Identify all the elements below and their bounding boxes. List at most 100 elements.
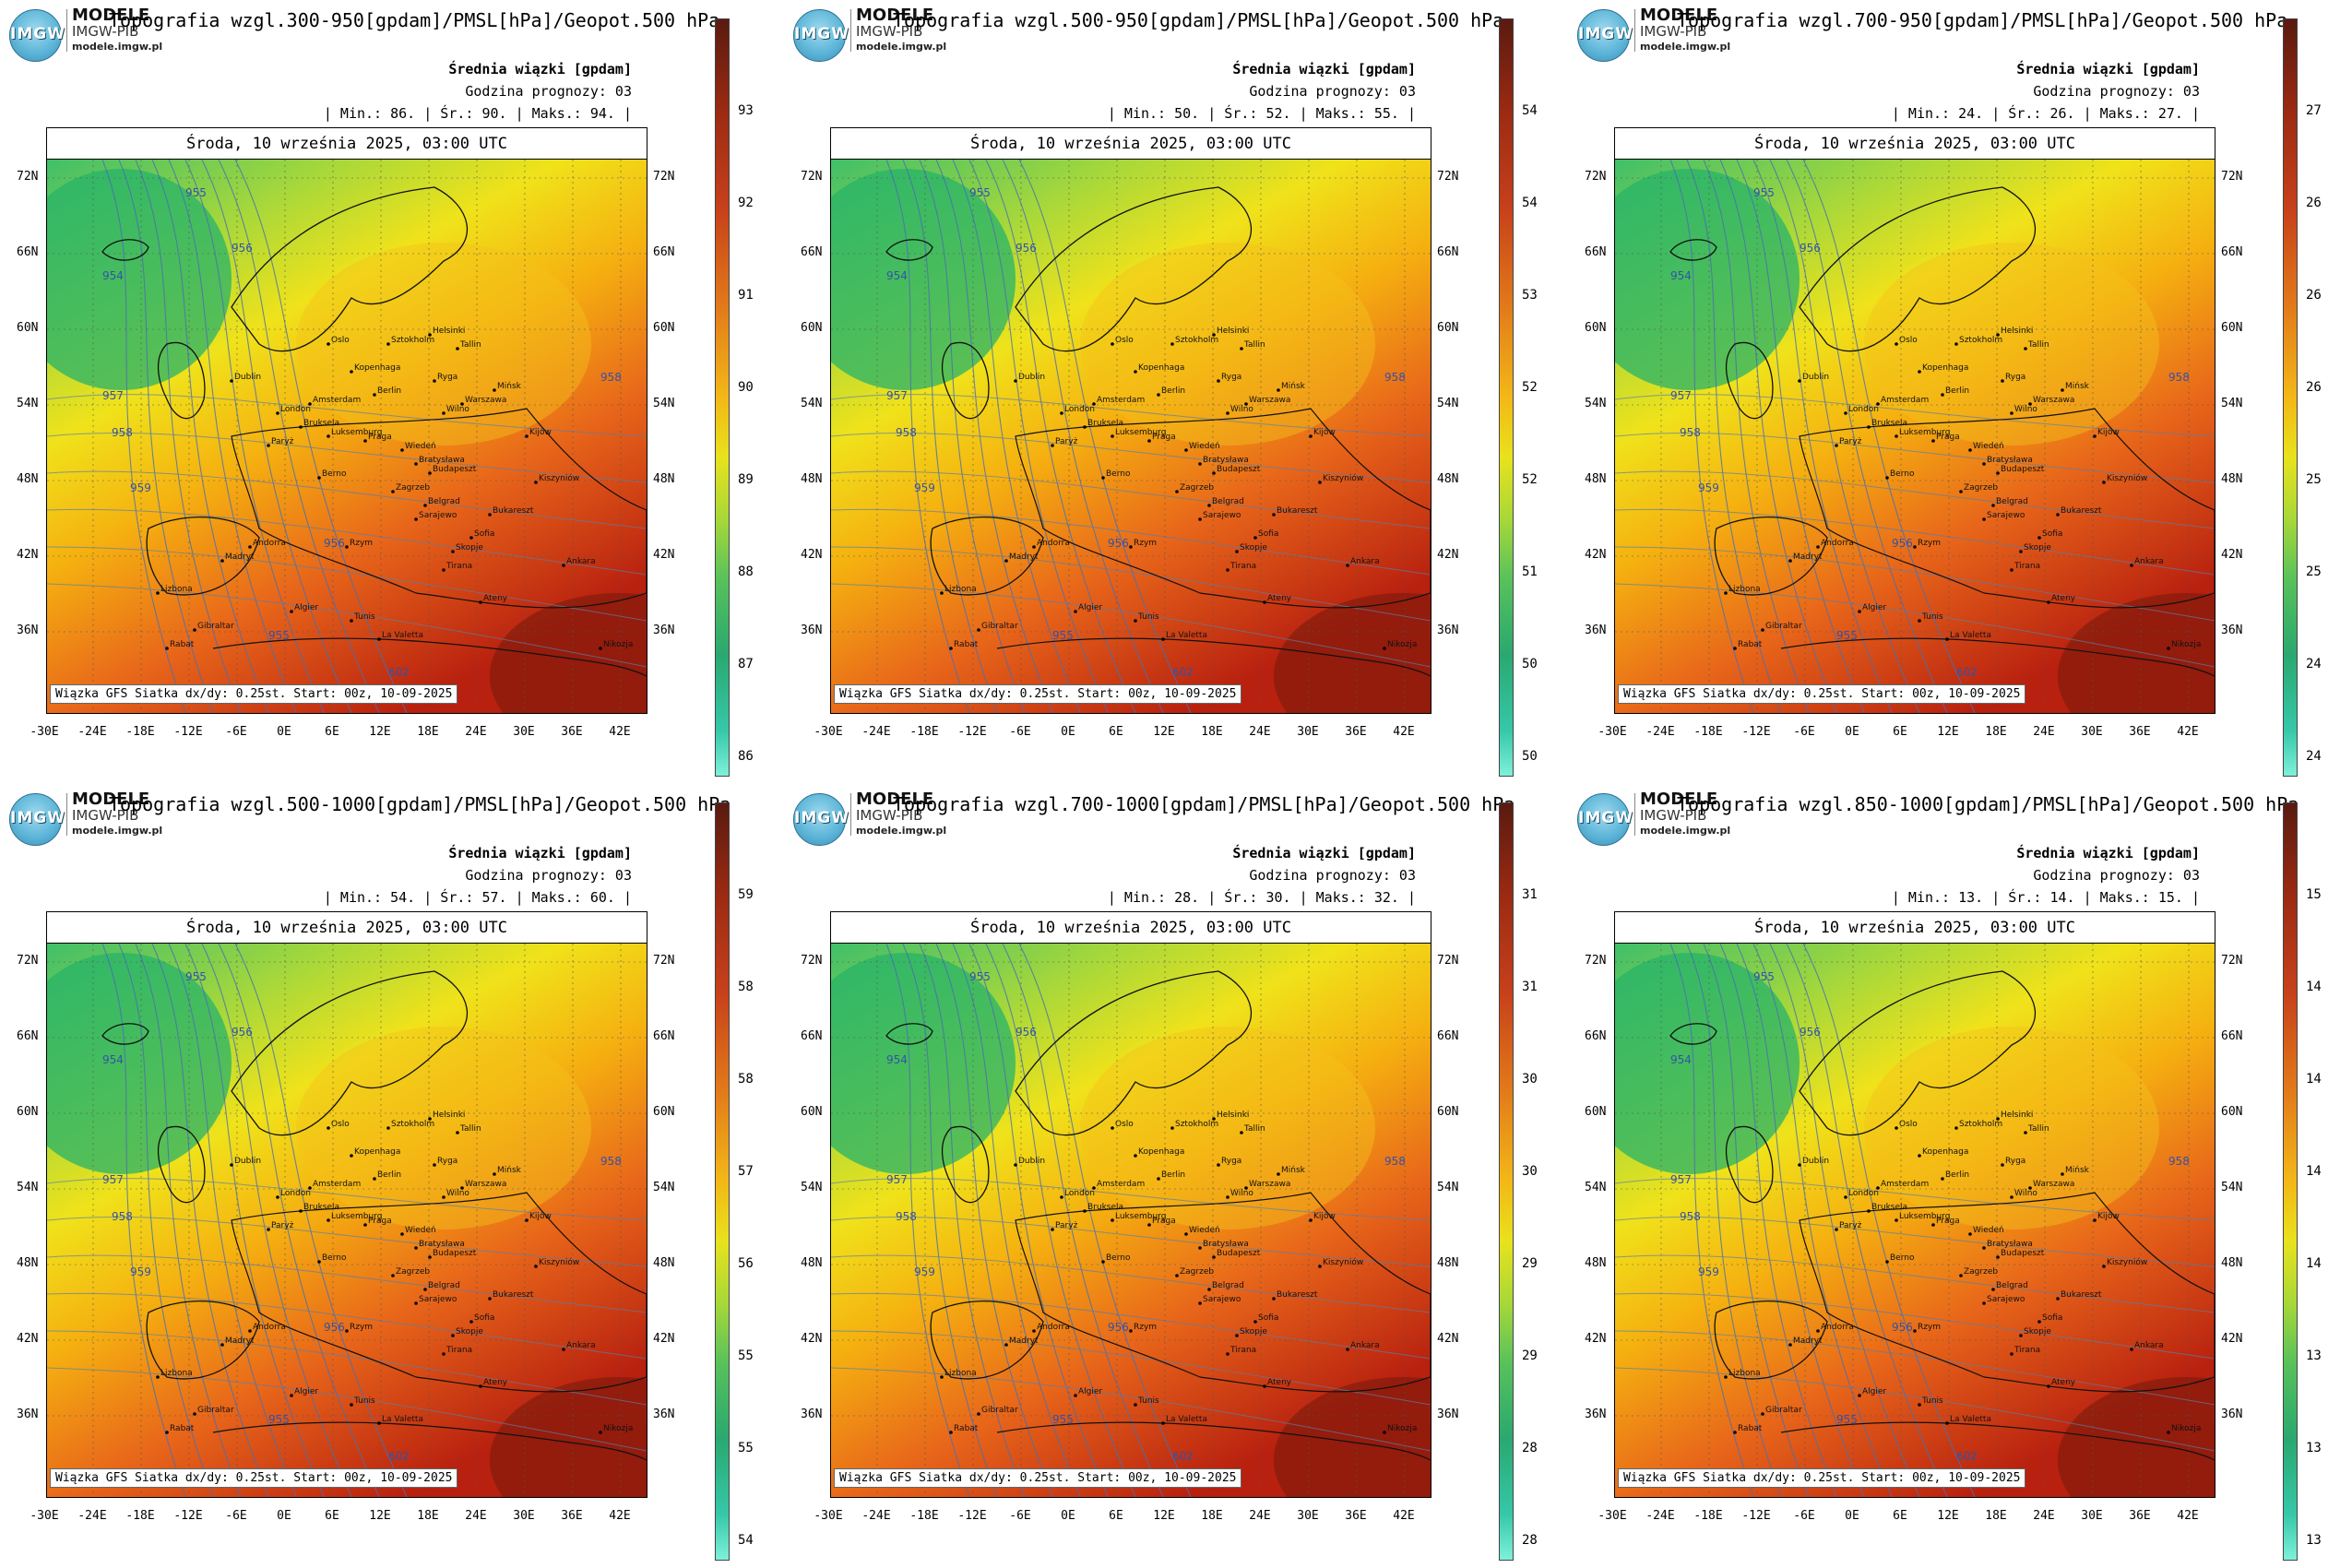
colorbar-tick: 30 — [1522, 1072, 1538, 1087]
isobar-contour — [1686, 944, 1782, 1497]
contour-label: 959 — [1698, 481, 1719, 494]
city-label: Rabat — [170, 1424, 195, 1433]
city-label: Tallin — [459, 1124, 481, 1134]
scandinavia-coast — [1799, 970, 2037, 1136]
city-label: Zagrzeb — [396, 1267, 430, 1277]
scandinavia-coast — [1015, 970, 1253, 1136]
city-marker — [1032, 545, 1036, 549]
iceland-coast — [101, 1023, 149, 1045]
city-marker — [1014, 1163, 1017, 1167]
logo-text: IMGW — [10, 809, 65, 827]
colorbar-tick: 90 — [738, 380, 754, 395]
brand-name: MODELE — [72, 6, 150, 25]
city-marker — [1092, 1186, 1096, 1190]
city-marker — [248, 1329, 252, 1333]
city-marker — [276, 1195, 279, 1199]
mid-value-region — [1080, 243, 1375, 445]
lon-label: -18E — [909, 725, 939, 739]
city-label: Tunis — [1137, 1396, 1159, 1406]
geopotential-contour — [831, 1367, 1431, 1452]
lat-label-right: 60N — [2221, 1105, 2243, 1119]
stats-summary: | Min.: 13. | Śr.: 14. | Maks.: 15. | — [1891, 889, 2200, 906]
city-marker — [534, 1265, 538, 1268]
isobar-contour — [201, 944, 352, 1497]
lat-label-left: 54N — [17, 397, 39, 410]
city-marker — [1217, 1163, 1220, 1167]
city-label: Paryż — [1839, 437, 1862, 446]
geopotential-contour — [831, 470, 1431, 529]
city-marker — [1101, 476, 1105, 480]
lat-label-left: 66N — [1585, 1029, 1607, 1043]
lat-label-right: 60N — [1437, 321, 1459, 335]
contour-label: 955 — [1753, 970, 1775, 983]
city-marker — [493, 1172, 496, 1176]
lat-label-right: 60N — [1437, 1105, 1459, 1119]
city-label: Algier — [294, 603, 318, 612]
logo-divider — [1634, 9, 1635, 52]
contour-label: 956 — [324, 1321, 345, 1334]
lon-label: 24E — [2033, 725, 2055, 739]
low-value-region — [1615, 169, 1800, 390]
contour-label: 956 — [1016, 1026, 1037, 1039]
lon-label: 36E — [2129, 1509, 2151, 1523]
forecast-hour: Godzina prognozy: 03 — [2033, 867, 2200, 884]
city-marker — [1941, 1177, 1944, 1181]
brand-url[interactable]: modele.imgw.pl — [856, 825, 947, 837]
city-label: Amsterdam — [1881, 396, 1929, 405]
city-marker — [1253, 536, 1257, 540]
city-marker — [1226, 1352, 1229, 1356]
brand-url[interactable]: modele.imgw.pl — [856, 41, 947, 53]
city-label: Gibraltar — [1765, 1406, 1802, 1415]
colorbar-tick: 26 — [2306, 288, 2322, 303]
brand-name: MODELE — [856, 6, 934, 25]
city-label: Helsinki — [1217, 327, 1249, 336]
brand-url[interactable]: modele.imgw.pl — [1640, 41, 1731, 53]
map-area: 955 954 956 957 958 959 958 602 956 955 Oslo Helsin… — [830, 159, 1431, 714]
forecast-hour: Godzina prognozy: 03 — [465, 867, 632, 884]
city-marker — [193, 628, 196, 632]
city-marker — [377, 1421, 381, 1425]
city-label: Praga — [368, 1217, 392, 1226]
isobar-contour — [919, 160, 1026, 713]
city-label: Wiedeń — [405, 1226, 436, 1235]
city-marker — [1111, 342, 1114, 346]
continental-coast — [231, 1192, 647, 1393]
city-label: Belgrad — [428, 497, 460, 506]
north-africa-coast — [212, 1421, 647, 1461]
lat-label-right: 72N — [1437, 954, 1459, 968]
isobar-contour — [135, 160, 242, 713]
city-label: Ryga — [2005, 1157, 2025, 1166]
brand-url[interactable]: modele.imgw.pl — [72, 41, 163, 53]
lon-label: 12E — [1937, 725, 1959, 739]
brand-url[interactable]: modele.imgw.pl — [1640, 825, 1731, 837]
british-isles-coast — [941, 341, 990, 420]
city-marker — [1240, 1131, 1243, 1134]
forecast-panel: IMGW MODELE IMGW-PIB modele.imgw.pl Topograf… — [1568, 0, 2352, 784]
city-label: Bruksela — [303, 419, 339, 428]
map-area: 955 954 956 957 958 959 958 602 956 955 Oslo Helsin… — [1614, 159, 2215, 714]
city-label: Tunis — [353, 612, 375, 622]
city-marker — [1996, 333, 2000, 337]
lon-label: 12E — [1937, 1509, 1959, 1523]
isobar-contour — [1736, 944, 1865, 1497]
lon-label: 18E — [417, 1509, 439, 1523]
lon-label: -30E — [30, 725, 59, 739]
city-marker — [1198, 462, 1202, 466]
city-label: Kiszyniów — [2107, 473, 2147, 483]
colorbar — [1499, 18, 1514, 777]
brand-url[interactable]: modele.imgw.pl — [72, 825, 163, 837]
mean-label: Średnia wiązki [gpdam] — [2016, 61, 2200, 77]
city-label: Kijów — [529, 427, 552, 437]
city-label: Berlin — [1945, 1170, 1969, 1180]
city-marker — [414, 1246, 418, 1250]
map-footer-info: Wiązka GFS Siatka dx/dy: 0.25st. Start: … — [1618, 684, 2026, 704]
colorbar-tick: 24 — [2306, 749, 2322, 764]
colorbar-tick: 54 — [738, 1533, 754, 1548]
city-label: Kiszyniów — [1323, 1257, 1363, 1267]
city-marker — [1959, 1274, 1963, 1277]
colorbar-tick: 29 — [1522, 1348, 1538, 1363]
geopotential-contour — [1615, 1216, 2215, 1267]
city-label: Sarajewo — [1987, 1295, 2025, 1304]
city-marker — [1383, 647, 1386, 650]
colorbar-tick: 13 — [2306, 1533, 2322, 1548]
